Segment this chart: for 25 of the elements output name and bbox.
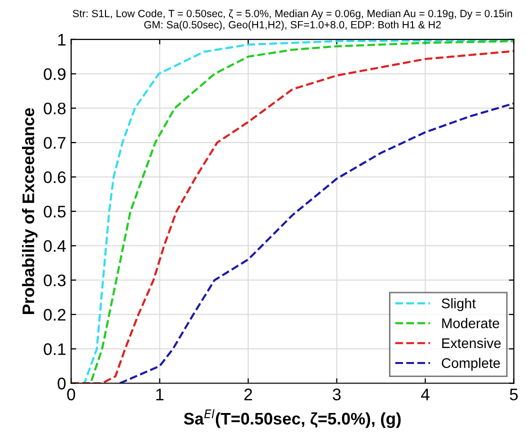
x-tick-label: 2 bbox=[244, 388, 252, 400]
y-tick-label: 0.3 bbox=[44, 274, 66, 286]
chart-title: Str: S1L, Low Code, T = 0.50sec, ζ = 5.0%, Median Ay = 0.06g, Median Au = 0.19g, Dy = 0.15in GM: Sa(0.50sec), Geo(H1,H2), SF=1.0+8.0, EDP: Both H1 & H2 bbox=[72, 10, 512, 30]
legend-label: Complete bbox=[442, 358, 500, 371]
x-tick-label: 3 bbox=[332, 388, 341, 400]
y-tick-label: 0.7 bbox=[44, 136, 66, 149]
y-axis-title: Probability of Exceedance bbox=[22, 108, 38, 314]
y-tick-label: 0.9 bbox=[44, 68, 66, 80]
legend-label: Extensive bbox=[442, 338, 501, 348]
y-tick-label: 0.2 bbox=[44, 308, 66, 321]
y-tick-label: 0.1 bbox=[44, 343, 66, 356]
x-axis-title: Sa$^{El}$(T=0.50sec, ζ=5.0%), (g) bbox=[184, 409, 401, 428]
x-tick-label: 1 bbox=[156, 388, 164, 400]
y-tick-label: 0.8 bbox=[44, 102, 66, 114]
y-tick-label: 0.5 bbox=[44, 206, 66, 218]
legend-label: Moderate bbox=[442, 318, 500, 328]
y-tick-label: 1 bbox=[58, 34, 66, 46]
x-tick-label: 5 bbox=[510, 388, 518, 400]
y-tick-label: 0.6 bbox=[44, 171, 66, 184]
legend-label: Slight bbox=[442, 298, 476, 312]
x-tick-label: 0 bbox=[67, 388, 76, 400]
y-tick-label: 0 bbox=[58, 378, 66, 390]
y-tick-label: 0.4 bbox=[44, 240, 66, 252]
x-tick-label: 4 bbox=[421, 388, 430, 400]
line-series bbox=[118, 102, 514, 384]
